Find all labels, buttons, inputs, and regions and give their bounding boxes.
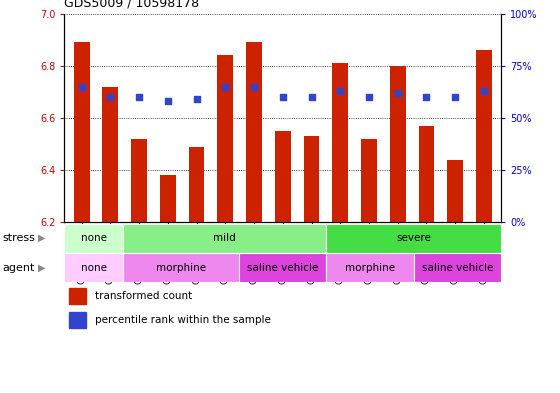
Point bbox=[221, 83, 230, 90]
Point bbox=[479, 88, 488, 94]
Bar bbox=[333, 63, 348, 222]
Bar bbox=[414, 253, 501, 283]
Text: mild: mild bbox=[213, 233, 236, 243]
Bar bbox=[74, 42, 90, 222]
Point bbox=[250, 83, 259, 90]
Point bbox=[106, 94, 115, 100]
Text: saline vehicle: saline vehicle bbox=[422, 263, 493, 273]
Text: morphine: morphine bbox=[156, 263, 206, 273]
Bar bbox=[476, 50, 492, 222]
Text: saline vehicle: saline vehicle bbox=[247, 263, 319, 273]
Bar bbox=[326, 224, 501, 253]
Text: GDS5009 / 10598178: GDS5009 / 10598178 bbox=[64, 0, 199, 10]
Bar bbox=[304, 136, 319, 222]
Bar bbox=[390, 66, 405, 222]
Text: stress: stress bbox=[3, 233, 36, 243]
Point bbox=[422, 94, 431, 100]
Bar bbox=[189, 147, 204, 222]
Bar bbox=[64, 224, 123, 253]
Text: none: none bbox=[81, 263, 106, 273]
Bar bbox=[123, 224, 326, 253]
Point bbox=[393, 90, 402, 96]
Bar bbox=[239, 253, 326, 283]
Text: percentile rank within the sample: percentile rank within the sample bbox=[95, 315, 271, 325]
Bar bbox=[64, 253, 123, 283]
Bar bbox=[131, 139, 147, 222]
Point bbox=[77, 83, 86, 90]
Point bbox=[164, 98, 172, 105]
Text: ▶: ▶ bbox=[38, 263, 45, 273]
Bar bbox=[326, 253, 414, 283]
Point bbox=[307, 94, 316, 100]
Point bbox=[278, 94, 287, 100]
Text: morphine: morphine bbox=[345, 263, 395, 273]
Point bbox=[451, 94, 460, 100]
Text: transformed count: transformed count bbox=[95, 291, 192, 301]
Text: none: none bbox=[81, 233, 106, 243]
Bar bbox=[69, 312, 86, 329]
Bar bbox=[361, 139, 377, 222]
Bar bbox=[69, 288, 86, 304]
Point bbox=[134, 94, 143, 100]
Bar bbox=[275, 131, 291, 222]
Point bbox=[192, 96, 201, 102]
Bar bbox=[160, 175, 176, 222]
Text: severe: severe bbox=[396, 233, 431, 243]
Point bbox=[365, 94, 374, 100]
Text: ▶: ▶ bbox=[38, 233, 45, 243]
Bar bbox=[447, 160, 463, 222]
Text: agent: agent bbox=[3, 263, 35, 273]
Bar bbox=[217, 55, 233, 222]
Bar bbox=[102, 87, 118, 222]
Bar bbox=[246, 42, 262, 222]
Bar bbox=[418, 126, 435, 222]
Point bbox=[336, 88, 345, 94]
Bar bbox=[123, 253, 239, 283]
